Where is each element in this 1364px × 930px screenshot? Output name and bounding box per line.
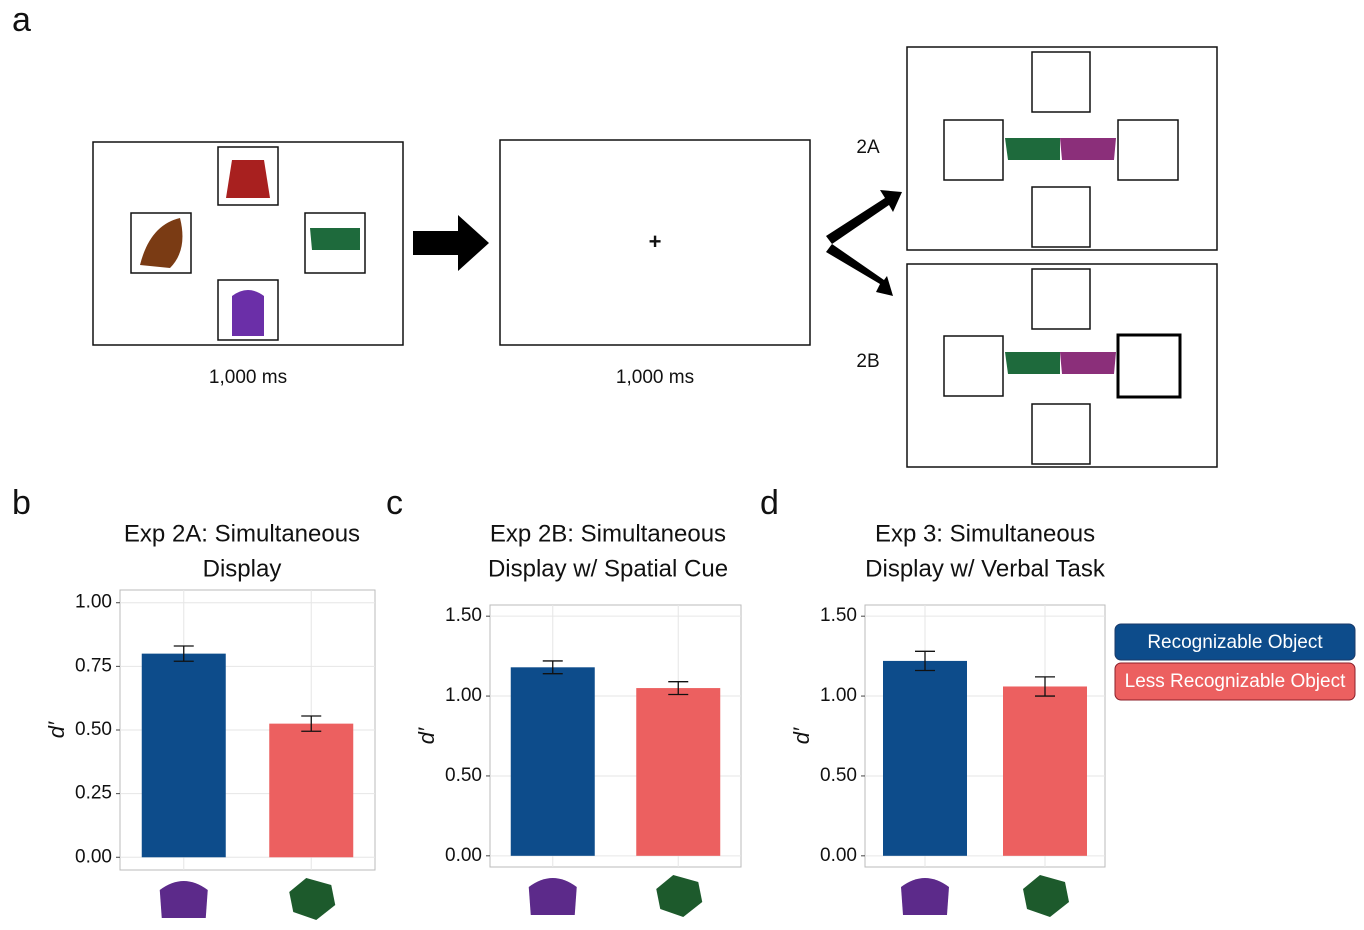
- y-tick-label: 1.00: [75, 592, 112, 613]
- chair-icon: [529, 878, 577, 915]
- bar: [511, 667, 595, 856]
- condition-label: 2A: [856, 137, 880, 158]
- chart-title: Exp 2A: Simultaneous: [124, 520, 360, 547]
- y-axis-label: d′: [44, 721, 69, 738]
- y-tick-label: 1.00: [445, 685, 482, 706]
- chart-title: Display w/ Spatial Cue: [488, 555, 728, 582]
- test-display: [907, 264, 1217, 467]
- duration-label: 1,000 ms: [209, 367, 287, 388]
- y-axis-label: d′: [414, 727, 439, 744]
- chart-title: Display: [203, 555, 282, 582]
- plant-icon: [656, 875, 702, 917]
- chart-title: Display w/ Verbal Task: [865, 555, 1106, 582]
- object: [310, 228, 360, 250]
- y-tick-label: 0.00: [820, 845, 857, 866]
- arrow: [826, 244, 893, 296]
- plant-icon: [289, 878, 335, 920]
- panel-label: b: [12, 484, 31, 522]
- duration-label: 1,000 ms: [616, 367, 694, 388]
- y-tick-label: 1.00: [820, 685, 857, 706]
- y-tick-label: 0.50: [75, 719, 112, 740]
- legend-label: Recognizable Object: [1147, 632, 1323, 653]
- bar: [269, 724, 353, 858]
- panel-label: d: [760, 484, 779, 522]
- y-axis-label: d′: [789, 727, 814, 744]
- y-tick-label: 0.25: [75, 783, 112, 804]
- figure: a b c d 1,000 ms + 1,000 ms 2A 2B Recogn…: [0, 0, 1364, 930]
- bar: [883, 661, 967, 856]
- jacket: [226, 160, 270, 198]
- arrow: [413, 215, 489, 271]
- plant-icon: [1023, 875, 1069, 917]
- legend-label: Less Recognizable Object: [1125, 671, 1346, 692]
- y-tick-label: 1.50: [820, 605, 857, 626]
- panel-label: a: [12, 1, 31, 39]
- y-tick-label: 0.50: [820, 765, 857, 786]
- y-tick-label: 1.50: [445, 605, 482, 626]
- chair-icon: [901, 878, 949, 915]
- arrow: [826, 190, 902, 244]
- chart-title: Exp 3: Simultaneous: [875, 520, 1095, 547]
- chart-title: Exp 2B: Simultaneous: [490, 520, 726, 547]
- y-tick-label: 0.00: [75, 846, 112, 867]
- bar: [142, 654, 226, 858]
- chair-icon: [160, 881, 208, 918]
- y-tick-label: 0.50: [445, 765, 482, 786]
- condition-label: 2B: [856, 351, 879, 372]
- fixation-cross: +: [649, 229, 662, 254]
- backpack: [232, 290, 264, 336]
- test-display: [907, 47, 1217, 250]
- y-tick-label: 0.00: [445, 845, 482, 866]
- bar: [1003, 686, 1087, 855]
- bar: [636, 688, 720, 856]
- y-tick-label: 0.75: [75, 655, 112, 676]
- panel-label: c: [386, 484, 403, 522]
